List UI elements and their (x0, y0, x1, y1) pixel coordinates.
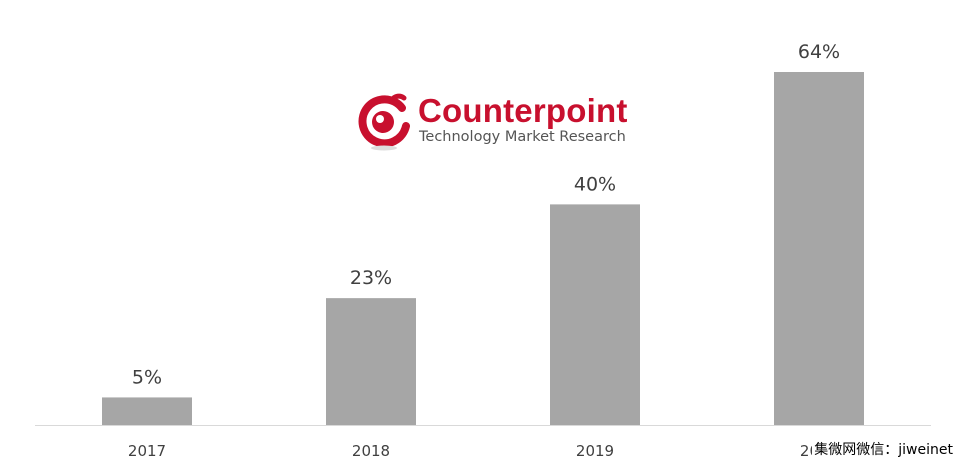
x-tick-label-2017: 2017 (128, 442, 166, 460)
data-label-2018: 23% (350, 267, 392, 289)
bar-2020 (774, 72, 864, 425)
logo-name: Counterpoint (418, 92, 628, 129)
logo-tagline: Technology Market Research (419, 129, 626, 145)
x-tick-label-2018: 2018 (352, 442, 390, 460)
bar-2017 (102, 397, 192, 425)
watermark-text: 集微网微信：jiweinet (812, 439, 955, 459)
counterpoint-logo: Counterpoint Technology Market Research (356, 92, 628, 154)
counterpoint-logo-mark-icon (358, 93, 410, 151)
data-label-2020: 64% (798, 41, 840, 63)
data-label-2017: 5% (132, 366, 162, 388)
bar-2018 (326, 298, 416, 425)
data-label-2019: 40% (574, 173, 616, 195)
x-tick-label-2019: 2019 (576, 442, 614, 460)
bar-2019 (550, 204, 640, 425)
